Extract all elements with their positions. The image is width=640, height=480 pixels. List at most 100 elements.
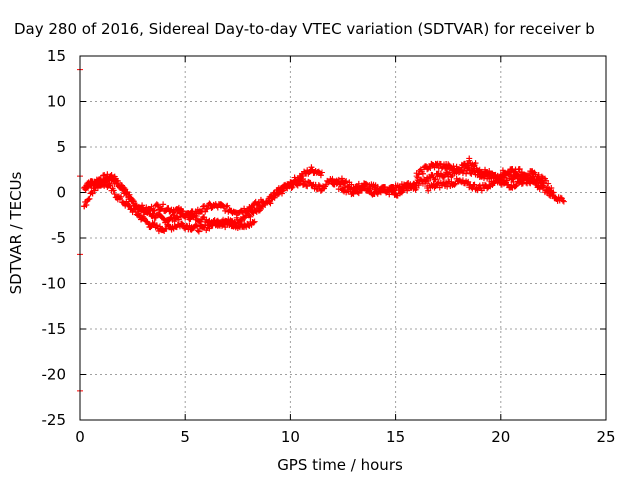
data-point — [223, 203, 230, 210]
data-point — [560, 198, 567, 205]
data-point — [249, 218, 256, 225]
y-tick-label: -15 — [42, 320, 67, 338]
data-point — [386, 191, 393, 198]
data-point — [309, 166, 316, 173]
x-tick-label: 5 — [180, 428, 190, 446]
data-point — [130, 198, 137, 205]
data-point — [415, 182, 422, 189]
data-point — [120, 199, 127, 206]
data-point — [249, 205, 256, 212]
data-point — [135, 211, 142, 218]
data-point — [367, 186, 374, 193]
data-point — [83, 202, 90, 209]
data-point — [510, 169, 517, 176]
data-point — [422, 179, 429, 186]
data-point — [91, 187, 98, 194]
data-point — [288, 185, 295, 192]
data-point — [304, 183, 311, 190]
chart-title: Day 280 of 2016, Sidereal Day-to-day VTE… — [14, 20, 595, 38]
data-point — [444, 183, 451, 190]
data-point — [298, 176, 305, 183]
data-point — [239, 217, 246, 224]
data-point — [156, 223, 163, 230]
data-point — [546, 191, 553, 198]
data-point — [199, 207, 206, 214]
data-point — [296, 180, 303, 187]
data-point — [466, 155, 473, 162]
x-axis-label: GPS time / hours — [277, 456, 403, 474]
data-point — [471, 181, 478, 188]
data-point — [269, 194, 276, 201]
data-point — [194, 227, 201, 234]
data-point — [559, 197, 566, 204]
data-point — [306, 169, 313, 176]
data-point — [258, 198, 265, 205]
x-tick-label: 20 — [491, 428, 510, 446]
data-point — [432, 176, 439, 183]
data-point — [466, 165, 473, 172]
data-point — [287, 179, 294, 186]
data-point — [412, 182, 419, 189]
data-point — [180, 221, 187, 228]
data-point — [293, 181, 300, 188]
data-point — [118, 193, 125, 200]
data-point — [457, 167, 464, 174]
data-point — [463, 170, 470, 177]
data-point — [253, 208, 260, 215]
data-point — [114, 178, 121, 185]
y-tick-label: 0 — [56, 184, 66, 202]
data-point — [86, 195, 93, 202]
data-point — [201, 203, 208, 210]
data-point — [111, 191, 118, 198]
data-point — [139, 202, 146, 209]
data-point — [338, 175, 345, 182]
data-point — [111, 180, 118, 187]
data-point — [419, 170, 426, 177]
data-point — [126, 191, 133, 198]
data-point — [491, 180, 498, 187]
data-point — [153, 222, 160, 229]
data-point — [513, 182, 520, 189]
data-point — [390, 187, 397, 194]
data-point — [127, 194, 134, 201]
series-band-track-2 — [83, 177, 257, 235]
data-point — [108, 172, 115, 179]
data-point — [337, 181, 344, 188]
data-point — [510, 179, 517, 186]
data-point — [160, 201, 167, 208]
data-point — [186, 222, 193, 229]
data-point — [526, 172, 533, 179]
data-point — [233, 214, 240, 221]
data-point — [89, 190, 96, 197]
y-tick-label: -25 — [42, 411, 67, 429]
data-point — [425, 187, 432, 194]
data-point — [347, 186, 354, 193]
y-tick-label: 15 — [47, 47, 66, 65]
data-point — [401, 186, 408, 193]
data-point — [355, 180, 362, 187]
data-point — [163, 225, 170, 232]
data-point — [472, 160, 479, 167]
data-point — [110, 187, 117, 194]
data-point — [180, 208, 187, 215]
data-point — [160, 215, 167, 222]
data-point — [154, 202, 161, 209]
data-point — [241, 205, 248, 212]
data-point — [213, 218, 220, 225]
data-point — [548, 184, 555, 191]
data-point — [192, 221, 199, 228]
axis-ticks: 0 5 10 15 20 25 -25 -20 -15 -10 -5 0 5 10 15 — [42, 47, 616, 446]
data-point — [404, 187, 411, 194]
data-point — [348, 181, 355, 188]
plot-frame — [79, 55, 607, 421]
data-point — [528, 178, 535, 185]
data-point — [85, 181, 92, 188]
data-point — [468, 170, 475, 177]
data-point — [302, 178, 309, 185]
data-point — [268, 195, 275, 202]
data-point — [83, 185, 90, 192]
data-point — [94, 184, 101, 191]
data-point — [222, 207, 229, 214]
data-point — [272, 191, 279, 198]
